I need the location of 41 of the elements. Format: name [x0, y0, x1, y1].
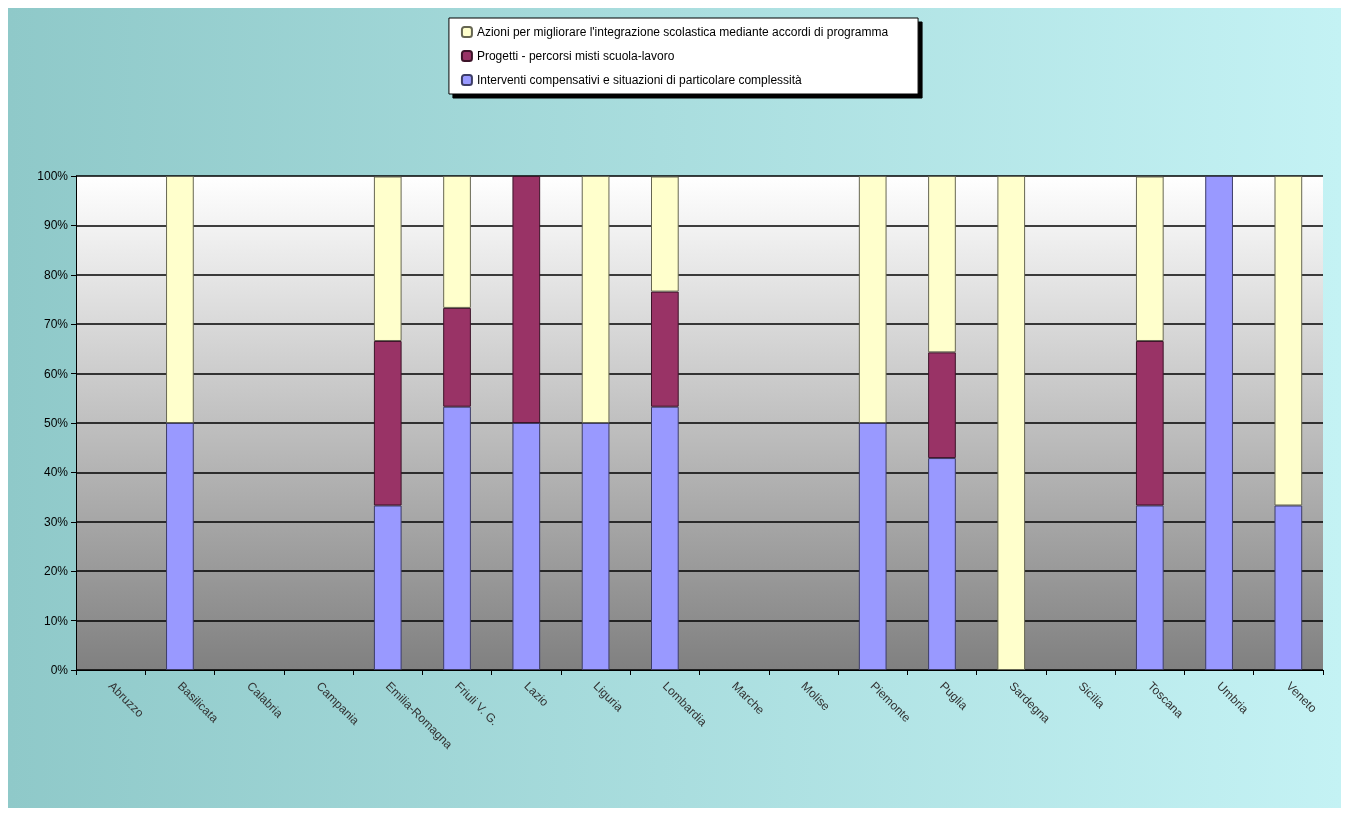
bar [858, 176, 887, 423]
y-tick-label: 0% [50, 663, 69, 677]
bar [166, 423, 194, 670]
bar [997, 176, 1026, 670]
bar [443, 406, 471, 670]
bar [1135, 341, 1164, 506]
legend-label: Progetti - percorsi misti scuola-lavoro [476, 49, 675, 63]
bar [443, 307, 471, 407]
bar [581, 423, 610, 670]
bar [1274, 176, 1303, 506]
y-tick-label: 50% [43, 416, 69, 430]
bar [928, 352, 956, 459]
y-tick-label: 40% [43, 465, 69, 480]
y-tick-label: 80% [43, 267, 69, 282]
bar [1205, 176, 1233, 670]
y-tick-label: 70% [43, 317, 69, 332]
y-tick-label: 100% [37, 169, 69, 183]
bar [581, 176, 610, 423]
bar [166, 176, 194, 423]
y-tick-label: 10% [43, 613, 69, 628]
bar [928, 176, 956, 353]
bar [512, 423, 541, 670]
y-tick-label: 60% [43, 366, 69, 381]
bar [1135, 176, 1164, 341]
y-tick-label: 20% [43, 564, 69, 579]
y-tick-label: 90% [43, 218, 69, 233]
bar [651, 406, 679, 670]
bar [373, 176, 402, 341]
bar [858, 423, 887, 670]
bar [373, 505, 402, 670]
bar [443, 176, 471, 308]
legend-label: Interventi compensativi e situazioni di particolare complessità [476, 73, 803, 87]
bar [1135, 505, 1164, 670]
bar [1274, 505, 1303, 670]
bar [651, 291, 679, 407]
bar [373, 341, 402, 506]
legend-label: Azioni per migliorare l'integrazione scolastica mediante accordi di programma [476, 25, 889, 39]
y-tick-label: 30% [43, 514, 69, 529]
bar [928, 458, 956, 670]
bar [651, 176, 679, 292]
bar [512, 176, 541, 423]
